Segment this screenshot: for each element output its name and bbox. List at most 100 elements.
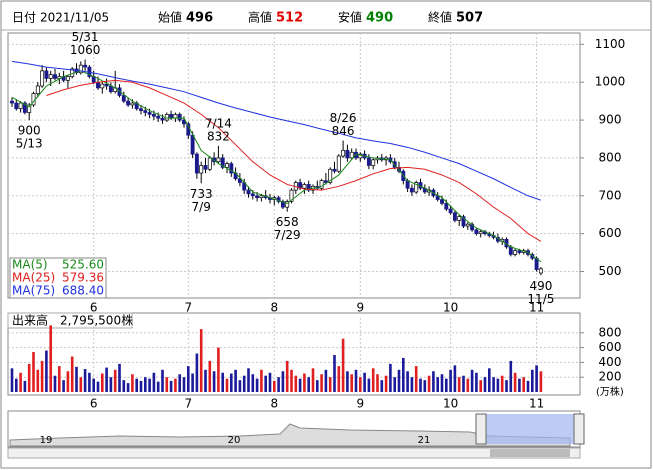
volume-bar [359, 377, 362, 392]
volume-bar [445, 378, 448, 392]
legend-value: 688.40 [62, 284, 104, 298]
volume-bar [10, 368, 14, 392]
candle-body [27, 104, 32, 113]
candle-body [216, 157, 221, 163]
candle-body [371, 159, 376, 166]
y-tick-label: 1100 [595, 37, 626, 51]
navigator-handle-right[interactable] [573, 413, 585, 445]
candle-body [40, 70, 45, 87]
x-tick-label: 7 [184, 397, 192, 411]
navigator-label: 19 [40, 435, 53, 446]
candle-body [229, 163, 234, 174]
volume-panel [7, 312, 581, 396]
candle-body [285, 201, 290, 208]
ma-line [11, 70, 542, 263]
volume-bar [105, 367, 108, 392]
y-tick-label: 600 [599, 340, 622, 354]
candle-body [336, 155, 341, 172]
header-value: 496 [186, 11, 213, 26]
volume-bar [36, 369, 40, 392]
volume-bar [135, 378, 138, 392]
volume-bar [255, 378, 259, 392]
candle-body [203, 165, 208, 170]
volume-bar [462, 375, 465, 392]
candle-body [478, 231, 483, 234]
annotation-value: 658 [276, 215, 299, 229]
volume-bar [341, 338, 345, 392]
candle-body [65, 76, 70, 81]
annotation-value: 733 [190, 187, 213, 201]
candle-body [457, 216, 462, 221]
volume-unit: (万株) [596, 385, 624, 398]
volume-bar [83, 369, 87, 392]
scroll-thumb[interactable] [490, 449, 570, 457]
volume-bar [169, 380, 173, 392]
volume-total: 2,795,500株 [60, 313, 133, 328]
volume-bar [393, 377, 396, 392]
volume-bar [217, 347, 220, 392]
volume-bar [182, 377, 186, 392]
candle-body [302, 184, 307, 189]
x-tick-label: 8 [270, 397, 278, 411]
volume-bar [251, 374, 255, 392]
candle-body [14, 102, 19, 110]
y-tick-label: 700 [599, 188, 622, 202]
candle-body [78, 64, 83, 74]
volume-bar [479, 380, 482, 392]
navigator-handle-left[interactable] [475, 413, 487, 445]
volume-bar [410, 377, 414, 392]
candle-body [409, 187, 414, 193]
volume-bar [307, 377, 310, 392]
x-tick-label: 9 [356, 397, 364, 411]
volume-bar [148, 378, 151, 392]
volume-bar [75, 366, 78, 392]
volume-bar [208, 360, 212, 392]
volume-bar [475, 372, 478, 392]
candle-body [250, 193, 255, 197]
candle-body [160, 117, 165, 121]
candle-body [405, 180, 410, 189]
date: 2021/11/05 [40, 11, 109, 25]
volume-bar [225, 378, 229, 392]
candle-body [444, 203, 449, 210]
candle-body [173, 114, 178, 119]
annotation-date: 5/31 [72, 30, 99, 44]
volume-bar [539, 371, 543, 392]
volume-bar [122, 380, 126, 392]
candle-body [130, 102, 135, 106]
candle-body [319, 180, 324, 189]
header-label: 始値 [158, 10, 182, 25]
header-value: 507 [456, 11, 483, 26]
volume-bar [316, 380, 319, 392]
annotation-value: 832 [207, 129, 230, 143]
candle-body [156, 115, 161, 119]
volume-bar [238, 380, 242, 392]
volume-bar [212, 371, 216, 392]
volume-bar [45, 350, 48, 392]
volume-bar [290, 369, 293, 392]
volume-bar [234, 369, 237, 392]
candle-body [83, 64, 88, 68]
volume-bar [453, 365, 457, 392]
volume-bar [79, 377, 83, 392]
candle-body [194, 153, 199, 174]
volume-bar [457, 377, 461, 392]
volume-bar [247, 368, 250, 392]
annotation-value: 900 [18, 124, 41, 138]
volume-bar [277, 377, 280, 392]
x-tick-label: 6 [90, 397, 98, 411]
candle-body [306, 184, 311, 191]
legend-name: MA(75) [12, 284, 55, 298]
candle-body [465, 223, 470, 227]
scrollbar[interactable] [7, 447, 581, 459]
candle-body [44, 70, 49, 79]
annotation-value: 1060 [70, 43, 101, 57]
navigator-selection[interactable] [486, 414, 574, 444]
candle-body [323, 180, 328, 183]
volume-bar [221, 372, 224, 392]
volume-bar [389, 363, 392, 392]
y-tick-label: 900 [599, 113, 622, 127]
candle-body [341, 150, 346, 157]
volume-bar [152, 372, 156, 392]
candle-body [104, 83, 109, 87]
